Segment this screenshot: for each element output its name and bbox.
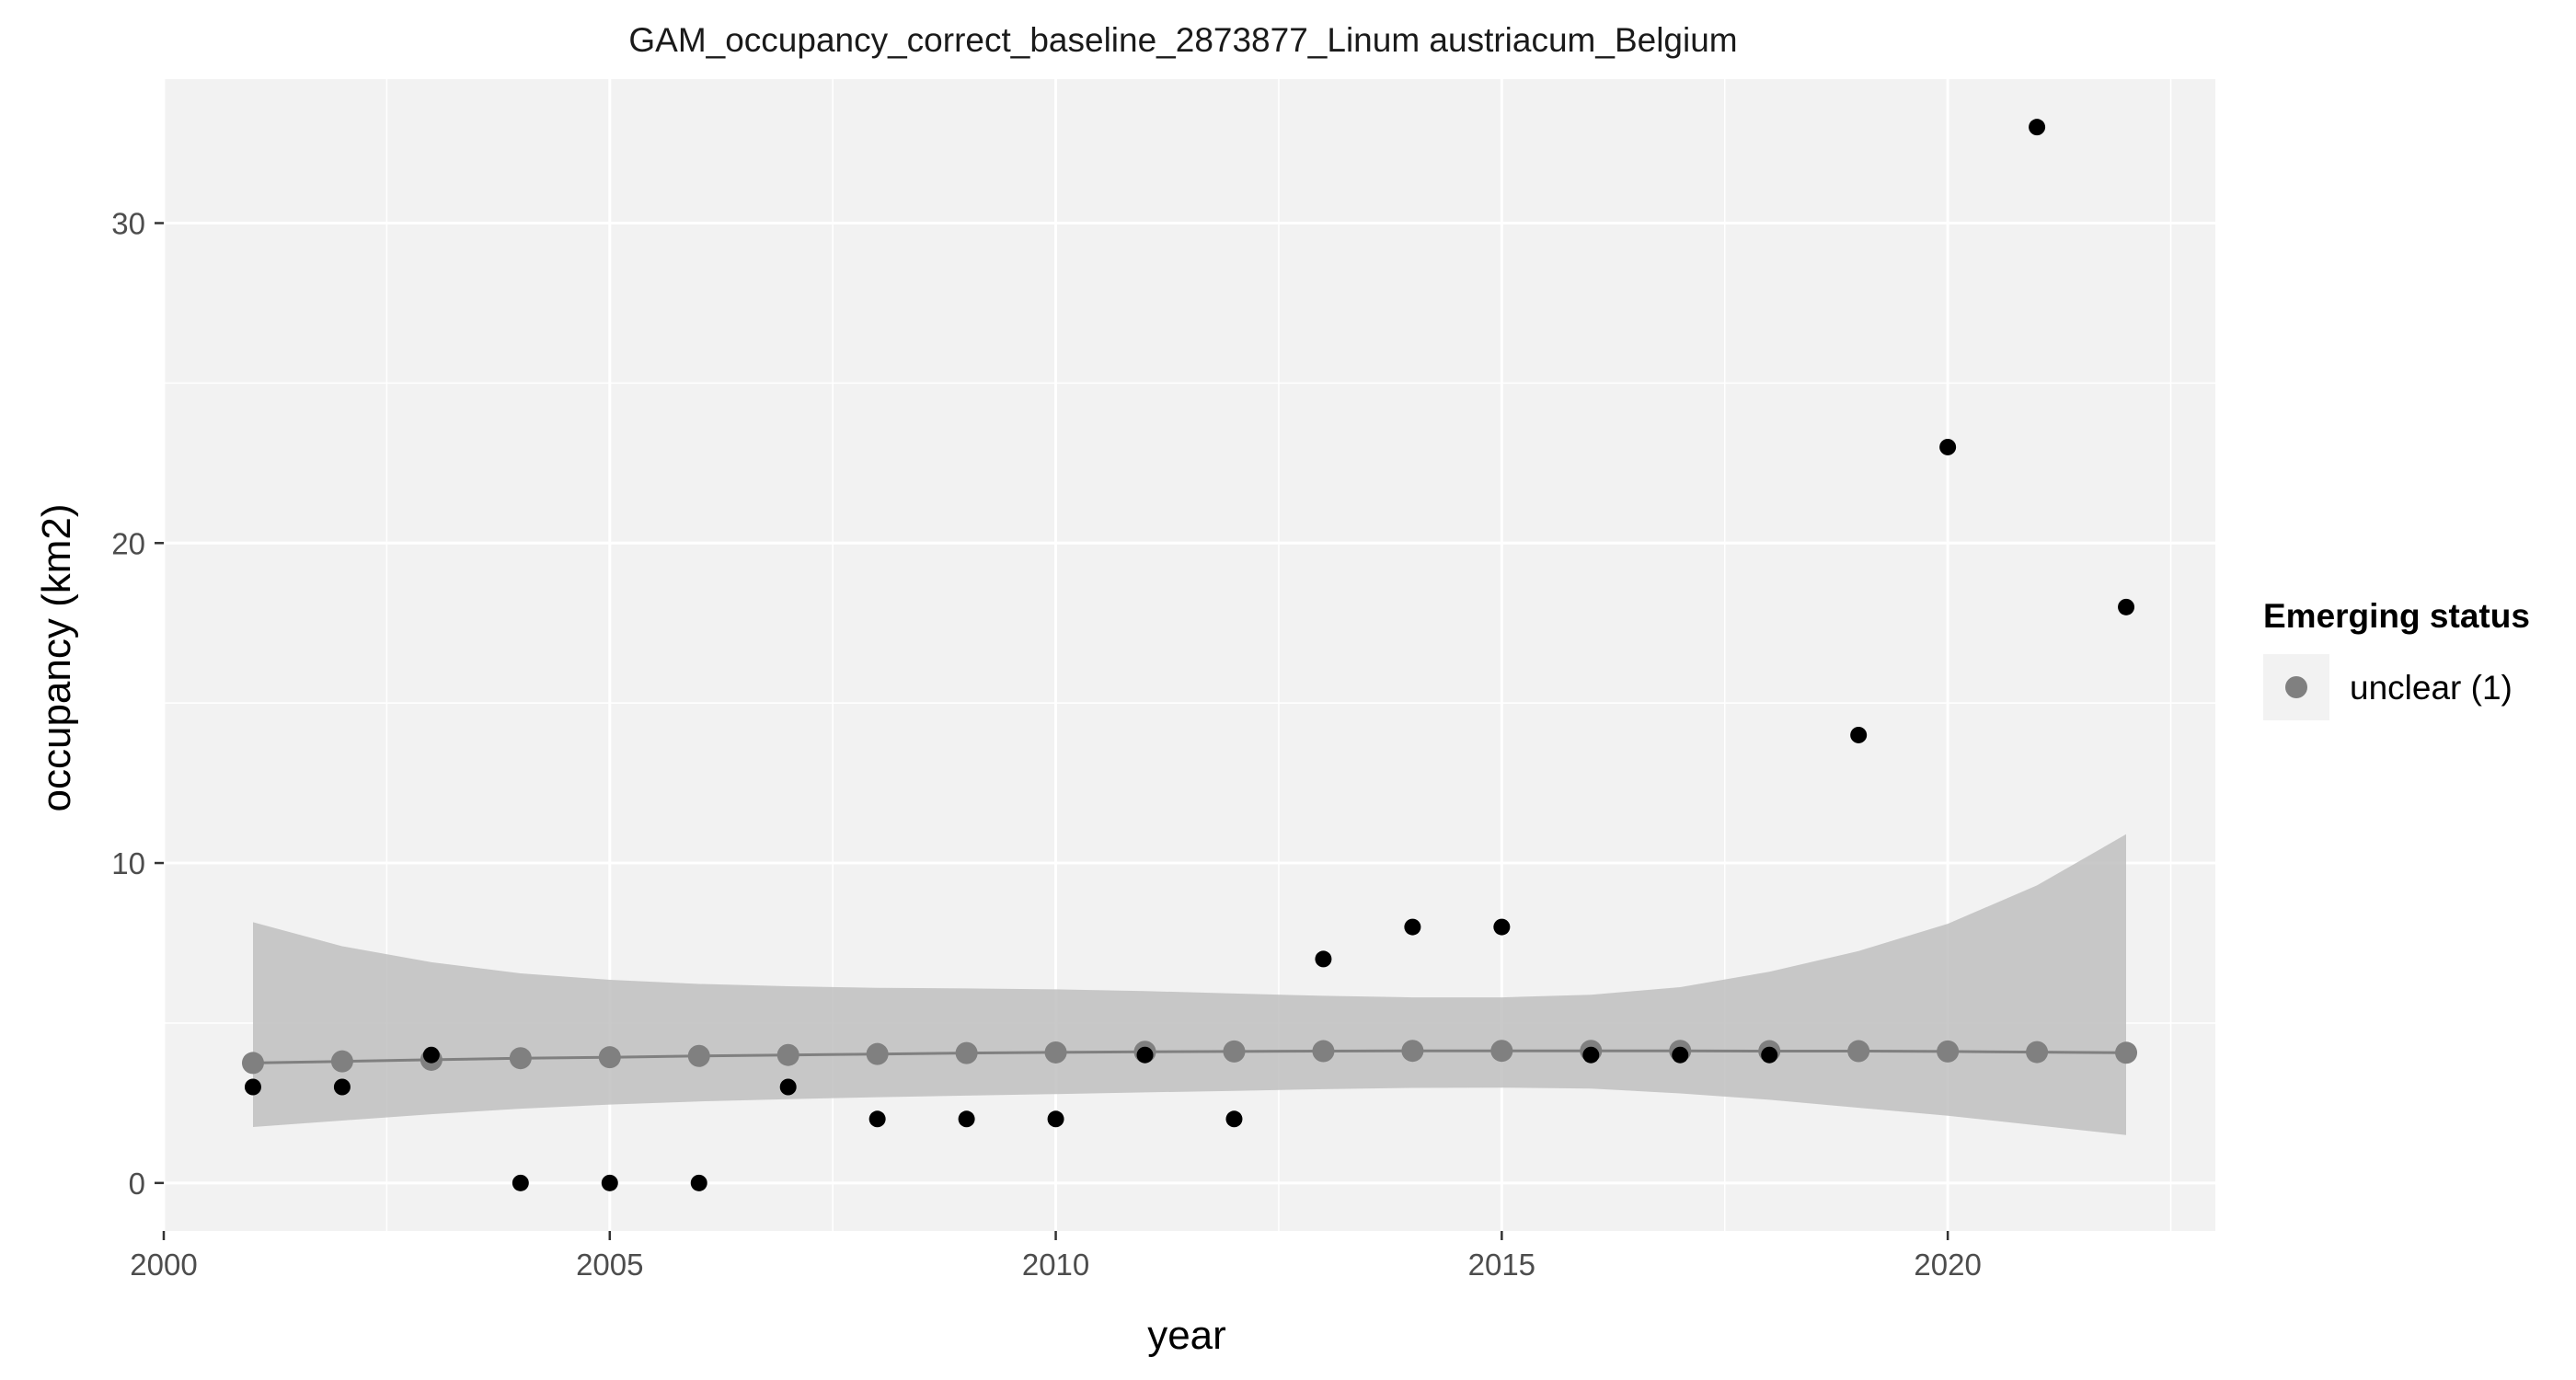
observed-point xyxy=(1136,1046,1154,1064)
major-gridlines xyxy=(162,79,2215,1231)
observed-point xyxy=(868,1110,886,1128)
fitted-point xyxy=(241,1052,264,1075)
fitted-point xyxy=(687,1044,710,1067)
fitted-point xyxy=(866,1042,889,1065)
fitted-point xyxy=(598,1046,621,1069)
x-tick-label: 2010 xyxy=(1022,1248,1089,1282)
x-tick-label: 2015 xyxy=(1468,1248,1535,1282)
legend-key-point xyxy=(2285,676,2307,698)
observed-point xyxy=(1582,1046,1600,1064)
x-axis: 2000 2005 2010 2015 2020 xyxy=(130,1231,1982,1282)
confidence-ribbon xyxy=(253,834,2126,1135)
y-tick-label: 30 xyxy=(111,207,145,241)
x-axis-label: year xyxy=(1147,1313,1226,1358)
observed-point xyxy=(1047,1110,1064,1128)
observed-point xyxy=(690,1174,707,1191)
legend-title: Emerging status xyxy=(2263,597,2530,635)
fitted-point xyxy=(509,1047,532,1070)
observed-point xyxy=(1939,438,1957,455)
fitted-point xyxy=(1312,1040,1335,1063)
fitted-point xyxy=(1847,1040,1870,1063)
fitted-point xyxy=(1401,1040,1424,1063)
observed-point xyxy=(2029,119,2046,136)
observed-point xyxy=(779,1078,797,1096)
observed-point xyxy=(422,1046,440,1064)
observed-points xyxy=(244,119,2135,1191)
observed-point xyxy=(958,1110,975,1128)
chart-title: GAM_occupancy_correct_baseline_2873877_L… xyxy=(628,21,1737,59)
observed-point xyxy=(244,1078,261,1096)
observed-point xyxy=(1850,726,1868,743)
y-axis: 0 10 20 30 xyxy=(111,207,164,1201)
observed-point xyxy=(1493,918,1511,936)
fitted-point xyxy=(1490,1040,1513,1063)
observed-point xyxy=(1404,918,1421,936)
x-tick-label: 2020 xyxy=(1914,1248,1981,1282)
fitted-point xyxy=(955,1041,978,1064)
fitted-point xyxy=(1223,1040,1246,1063)
observed-point xyxy=(512,1174,529,1191)
fitted-point xyxy=(330,1050,353,1073)
observed-point xyxy=(1761,1046,1778,1064)
x-tick-label: 2000 xyxy=(130,1248,197,1282)
legend: Emerging status unclear (1) xyxy=(2263,597,2530,720)
y-tick-label: 20 xyxy=(111,526,145,560)
y-tick-label: 10 xyxy=(111,846,145,880)
observed-point xyxy=(1672,1046,1689,1064)
fitted-point xyxy=(776,1043,799,1066)
observed-point xyxy=(601,1174,618,1191)
fitted-point xyxy=(2026,1041,2049,1064)
observed-point xyxy=(333,1078,351,1096)
fitted-point xyxy=(1937,1040,1960,1063)
fitted-trend-line xyxy=(252,1049,2127,1064)
observed-point xyxy=(2118,598,2135,615)
observed-point xyxy=(1225,1110,1243,1128)
y-tick-label: 0 xyxy=(129,1167,145,1201)
y-axis-label: occupancy (km2) xyxy=(34,503,79,811)
x-tick-label: 2005 xyxy=(576,1248,643,1282)
observed-point xyxy=(1315,950,1332,968)
legend-entry-label: unclear (1) xyxy=(2350,669,2513,707)
fitted-point xyxy=(1044,1041,1067,1064)
fitted-point xyxy=(2115,1041,2138,1064)
